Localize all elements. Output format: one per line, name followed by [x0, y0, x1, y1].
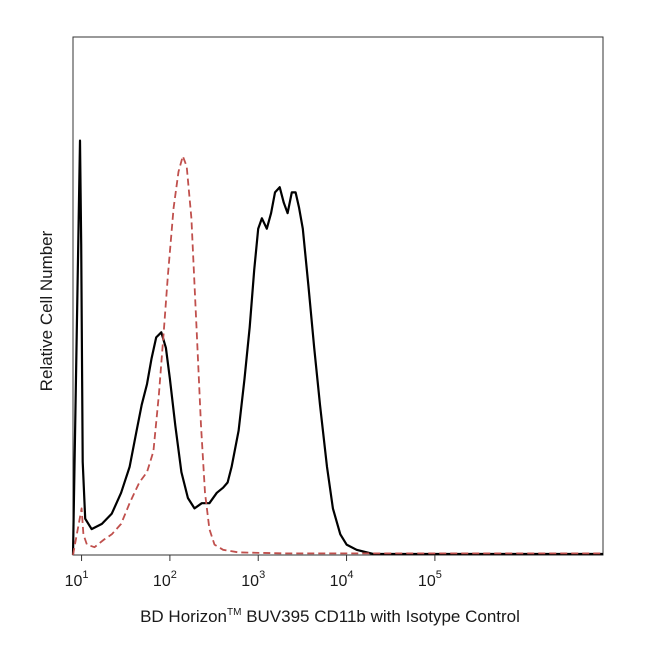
x-tick-label-exponent: 3	[259, 569, 265, 581]
x-axis-title: BD HorizonTM BUV395 CD11b with Isotype C…	[140, 607, 520, 626]
x-axis-title-part2: BUV395 CD11b with Isotype Control	[241, 607, 519, 626]
x-tick-label-base: 10	[153, 573, 171, 590]
x-tick-label: 103	[241, 569, 265, 590]
series-layer	[71, 139, 603, 556]
x-tick-label-exponent: 2	[171, 569, 177, 581]
x-tick-label: 102	[153, 569, 177, 590]
x-tick-label-base: 10	[241, 573, 259, 590]
x-tick-label: 105	[418, 569, 442, 590]
series-line-isotype-control	[72, 155, 603, 556]
y-axis-title: Relative Cell Number	[37, 230, 56, 391]
x-axis-title-part1: BD Horizon	[140, 607, 227, 626]
x-tick-label-base: 10	[65, 573, 83, 590]
x-tick-label-exponent: 1	[82, 569, 88, 581]
x-tick-label-exponent: 4	[347, 569, 353, 581]
series-line-cd11b	[71, 139, 603, 556]
x-axis-ticks: 101 102 103 104 105	[65, 555, 442, 590]
x-tick-label-base: 10	[330, 573, 348, 590]
plot-frame	[72, 36, 604, 556]
x-tick-label: 104	[330, 569, 354, 590]
x-axis-title-tm: TM	[227, 607, 241, 618]
x-tick-label-base: 10	[418, 573, 436, 590]
x-tick-label-exponent: 5	[436, 569, 442, 581]
x-tick-label: 101	[65, 569, 89, 590]
